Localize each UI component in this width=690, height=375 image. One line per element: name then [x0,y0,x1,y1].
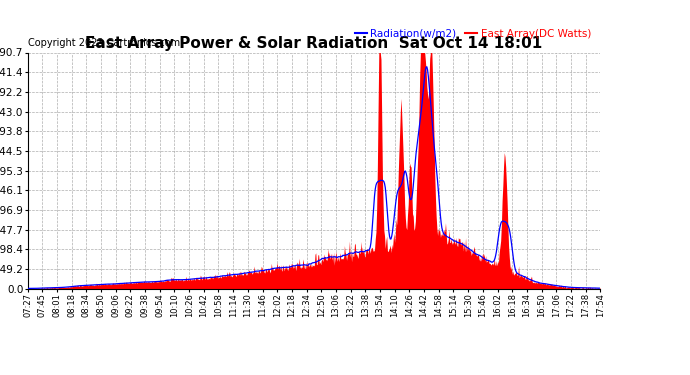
Legend: Radiation(w/m2), East Array(DC Watts): Radiation(w/m2), East Array(DC Watts) [351,25,595,43]
Text: Copyright 2023 Cartronics.com: Copyright 2023 Cartronics.com [28,38,179,48]
Title: East Array Power & Solar Radiation  Sat Oct 14 18:01: East Array Power & Solar Radiation Sat O… [86,36,542,51]
